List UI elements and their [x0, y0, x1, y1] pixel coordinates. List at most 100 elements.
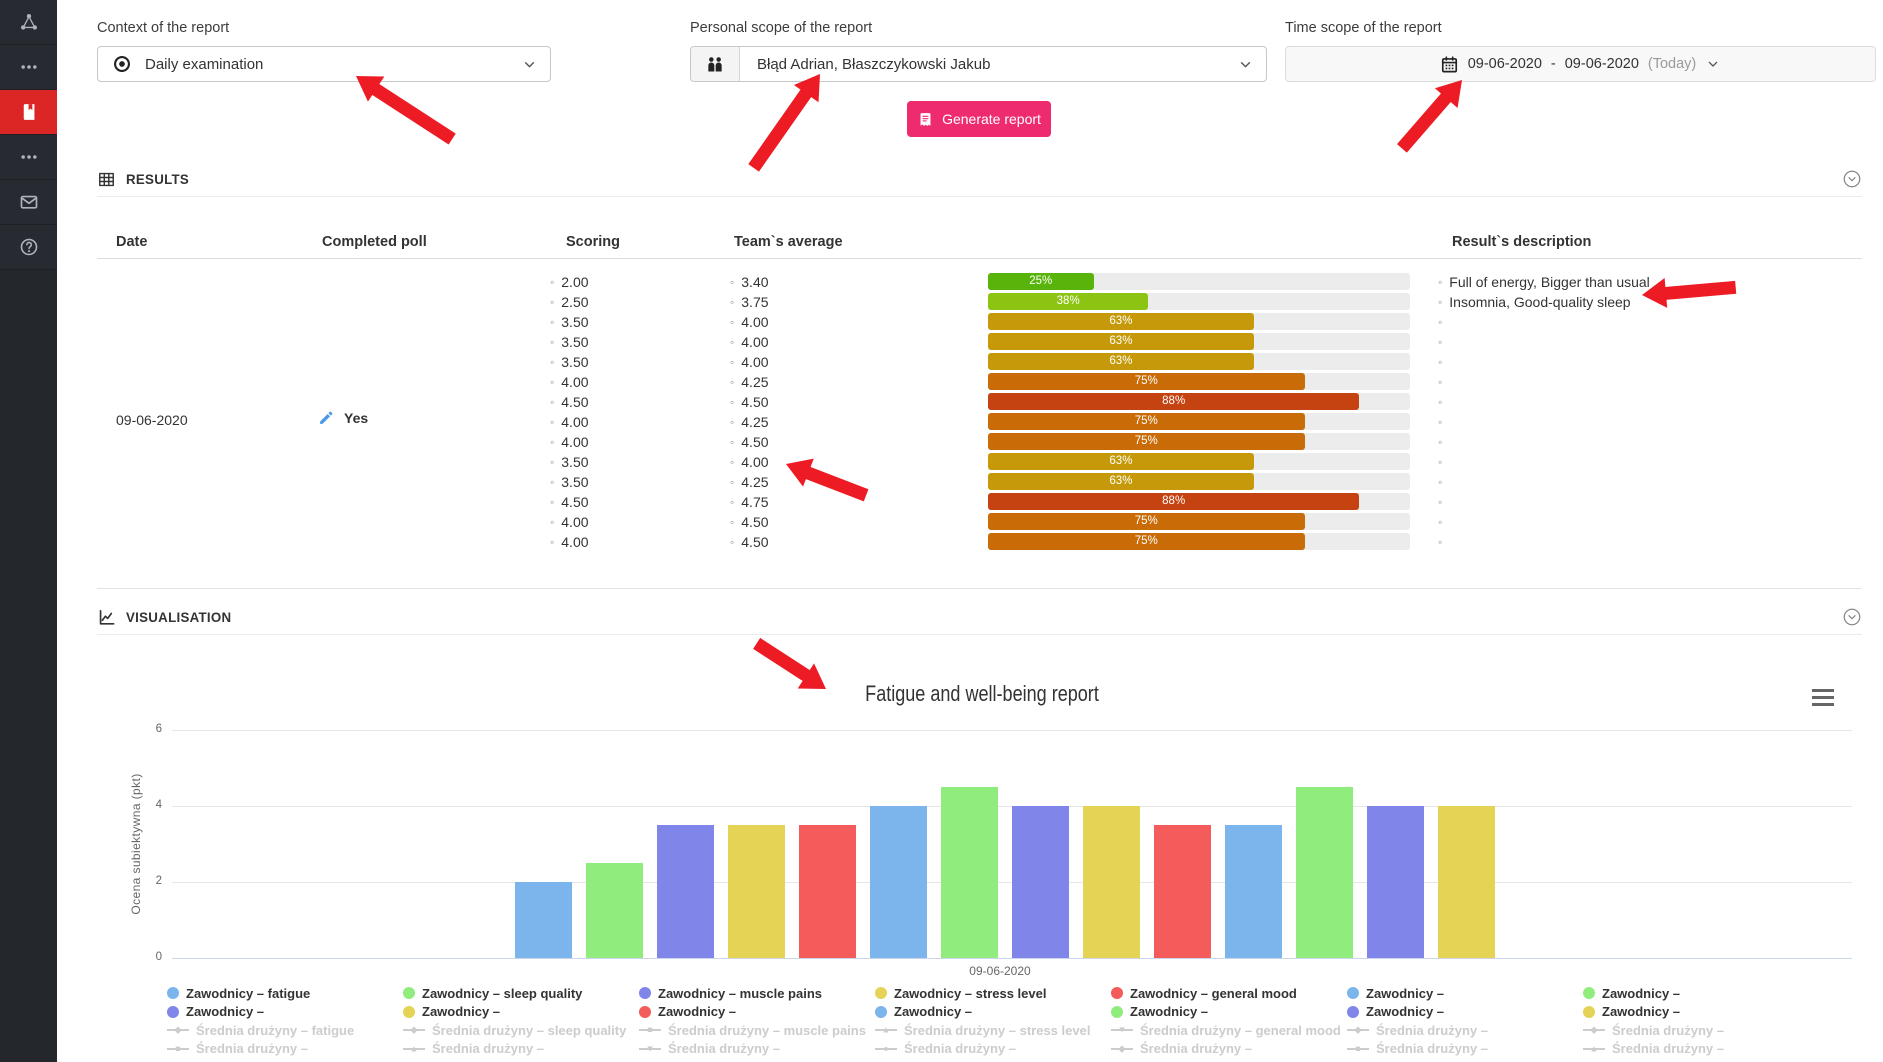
legend-item[interactable]: ▲ Średnia drużyny – stress level	[875, 1021, 1109, 1040]
legend-item-label: Średnia drużyny –	[1612, 1022, 1724, 1038]
legend-item[interactable]: ■ Średnia drużyny –	[1347, 1040, 1581, 1059]
column-header-team-average: Team`s average	[734, 234, 843, 250]
legend-item[interactable]: Zawodnicy –	[1347, 1003, 1581, 1022]
percent-bar-fill: 88%	[988, 493, 1360, 510]
time-scope-select[interactable]: 09-06-2020 - 09-06-2020 (Today)	[1285, 46, 1876, 82]
scoring-column: ◦ 2.00 ◦ 2.50 ◦ 3.50 ◦ 3.50 ◦ 3.50 ◦ 4.00 ◦ 4.50 ◦ 4.00…	[550, 272, 589, 552]
legend-item[interactable]: ◆ Średnia drużyny –	[1347, 1021, 1581, 1040]
sidebar-item-more-top[interactable]	[0, 45, 57, 90]
chart-menu-icon[interactable]	[1812, 689, 1834, 706]
legend-item[interactable]: ● Średnia drużyny –	[875, 1040, 1109, 1059]
percent-bar: 63%	[988, 352, 1410, 372]
time-to: 09-06-2020	[1564, 56, 1639, 72]
legend-item[interactable]: Zawodnicy –	[1583, 984, 1817, 1003]
sidebar-item-team[interactable]	[0, 0, 57, 45]
legend-item[interactable]: ▼ Średnia drużyny –	[639, 1040, 873, 1059]
percent-bar-fill: 75%	[988, 533, 1305, 550]
percent-bar-fill: 63%	[988, 313, 1254, 330]
legend-item-label: Średnia drużyny –	[904, 1041, 1016, 1057]
sidebar-item-messages[interactable]	[0, 180, 57, 225]
legend-item[interactable]: ■ Średnia drużyny – muscle pains	[639, 1021, 873, 1040]
legend-item[interactable]: Zawodnicy –	[1583, 1003, 1817, 1022]
column-header-date: Date	[116, 234, 148, 250]
legend-item-label: Średnia drużyny –	[1140, 1041, 1252, 1057]
chart-bar	[870, 806, 927, 958]
generate-report-button[interactable]: Generate report	[907, 101, 1051, 137]
sidebar-item-help[interactable]	[0, 225, 57, 270]
legend-item[interactable]: ◆ Średnia drużyny – sleep quality	[403, 1021, 637, 1040]
legend-item[interactable]: Zawodnicy –	[875, 1003, 1109, 1022]
legend-item-label: Średnia drużyny – stress level	[904, 1022, 1091, 1038]
sidebar-item-more-bottom[interactable]	[0, 135, 57, 180]
percent-bar-fill: 63%	[988, 453, 1254, 470]
percent-bar: 63%	[988, 472, 1410, 492]
table-grid-icon	[97, 170, 116, 189]
book-icon	[19, 102, 39, 122]
legend-item[interactable]: Zawodnicy –	[167, 1003, 401, 1022]
legend-marker-dot	[403, 987, 415, 1000]
legend-item[interactable]: Zawodnicy – sleep quality	[403, 984, 637, 1003]
chart-bar	[728, 825, 785, 958]
legend-item[interactable]: ◆ Średnia drużyny –	[1111, 1040, 1345, 1059]
percent-bars-column: 25% 38% 63% 63% 63% 75% 88% 75% 75% 63% 63% 88% 75% 7…	[988, 272, 1410, 552]
chart-bar	[515, 882, 572, 958]
personal-scope-select[interactable]: Błąd Adrian, Błaszczykowski Jakub	[690, 46, 1267, 82]
legend-item-label: Zawodnicy – stress level	[894, 985, 1047, 1001]
legend-column: Zawodnicy – Zawodnicy – ◆ Średnia drużyny –…	[1347, 984, 1581, 1058]
column-header-scoring: Scoring	[566, 234, 620, 250]
legend-item[interactable]: Zawodnicy – stress level	[875, 984, 1109, 1003]
legend-item[interactable]: Zawodnicy – general mood	[1111, 984, 1345, 1003]
annotation-arrow	[748, 631, 835, 702]
time-from: 09-06-2020	[1467, 56, 1542, 72]
team-average-value: ◦ 4.00	[730, 314, 769, 330]
chevron-down-icon	[1237, 56, 1254, 73]
legend-item[interactable]: ▲ Średnia drużyny –	[1583, 1040, 1817, 1059]
legend-marker-line: ■	[167, 1043, 189, 1055]
legend-item[interactable]: Zawodnicy –	[1111, 1003, 1345, 1022]
ellipsis-icon	[19, 147, 39, 167]
legend-item[interactable]: Zawodnicy – fatigue	[167, 984, 401, 1003]
chart-bar	[1012, 806, 1069, 958]
legend-item[interactable]: ◆ Średnia drużyny –	[1583, 1021, 1817, 1040]
collapse-visualisation-icon[interactable]	[1842, 607, 1862, 627]
legend-item[interactable]: Zawodnicy – muscle pains	[639, 984, 873, 1003]
chart-bar	[799, 825, 856, 958]
result-description: ◦ Insomnia, Good-quality sleep	[1438, 294, 1631, 310]
visualisation-section-title: VISUALISATION	[126, 609, 232, 625]
result-description: ◦	[1438, 435, 1443, 449]
percent-bar-fill: 63%	[988, 473, 1254, 490]
legend-item[interactable]: Zawodnicy –	[1347, 984, 1581, 1003]
line-chart-icon	[97, 608, 116, 627]
scoring-value: ◦ 4.00	[550, 534, 589, 550]
chart-bar	[941, 787, 998, 958]
pencil-icon[interactable]	[318, 409, 335, 426]
legend-item[interactable]: ▲ Średnia drużyny –	[403, 1040, 637, 1059]
completed-poll-cell: Yes	[318, 409, 368, 426]
percent-bar: 75%	[988, 412, 1410, 432]
legend-item[interactable]: Zawodnicy –	[639, 1003, 873, 1022]
percent-bar-fill: 88%	[988, 393, 1360, 410]
legend-marker-line: ◆	[167, 1024, 189, 1036]
legend-item[interactable]: ■ Średnia drużyny –	[167, 1040, 401, 1059]
legend-column: Zawodnicy – fatigue Zawodnicy – ◆ Średnia d…	[167, 984, 401, 1058]
team-average-value: ◦ 4.00	[730, 454, 769, 470]
scoring-value: ◦ 4.50	[550, 494, 589, 510]
legend-marker-dot	[875, 1005, 887, 1018]
legend-column: Zawodnicy – general mood Zawodnicy – ▼ Śred…	[1111, 984, 1345, 1058]
legend-marker-line: ●	[875, 1043, 897, 1055]
collapse-results-icon[interactable]	[1842, 169, 1862, 189]
legend-marker-line: ◆	[403, 1024, 425, 1036]
legend-item-label: Zawodnicy –	[1602, 1004, 1681, 1020]
context-select[interactable]: Daily examination	[97, 46, 551, 82]
sidebar-item-reports[interactable]	[0, 90, 57, 135]
result-description: ◦	[1438, 315, 1443, 329]
legend-item[interactable]: ◆ Średnia drużyny – fatigue	[167, 1021, 401, 1040]
legend-item-label: Zawodnicy –	[1366, 985, 1445, 1001]
percent-bar: 38%	[988, 292, 1410, 312]
legend-item[interactable]: ▼ Średnia drużyny – general mood	[1111, 1021, 1345, 1040]
legend-item[interactable]: Zawodnicy –	[403, 1003, 637, 1022]
legend-item-label: Zawodnicy –	[186, 1004, 265, 1020]
scoring-value: ◦ 3.50	[550, 354, 589, 370]
completed-poll-value: Yes	[344, 409, 369, 426]
legend-marker-line: ▲	[403, 1043, 425, 1055]
